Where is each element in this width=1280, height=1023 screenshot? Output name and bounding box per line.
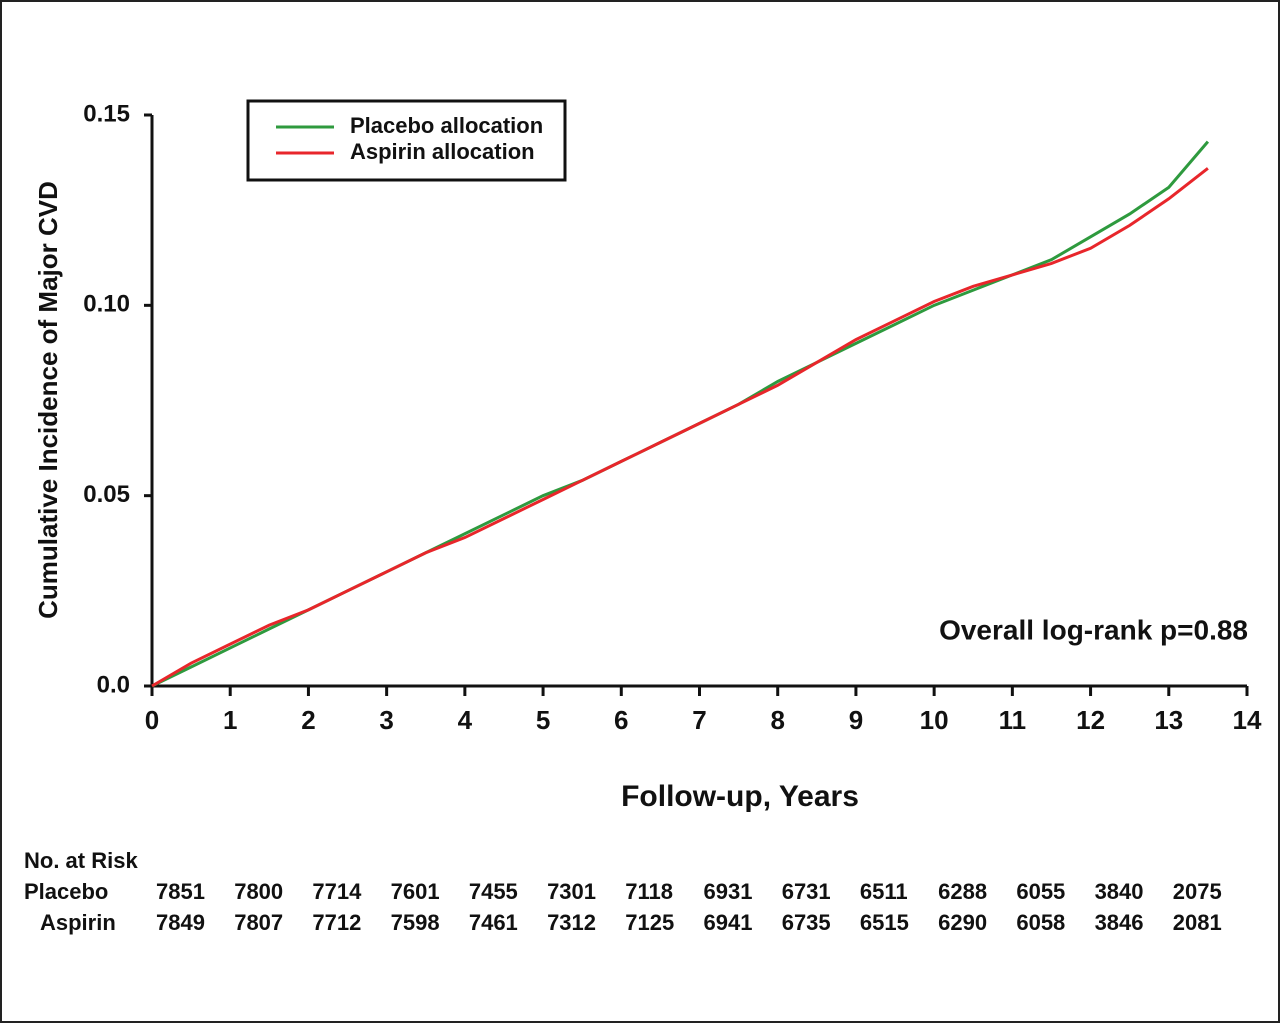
risk-value: 6058 bbox=[1016, 910, 1065, 935]
risk-value: 7851 bbox=[156, 879, 205, 904]
risk-value: 6511 bbox=[860, 879, 908, 904]
x-tick-label: 14 bbox=[1233, 705, 1262, 735]
x-tick-label: 5 bbox=[536, 705, 550, 735]
risk-value: 7312 bbox=[547, 910, 596, 935]
risk-value: 3840 bbox=[1095, 879, 1144, 904]
y-tick-label: 0.15 bbox=[83, 100, 130, 127]
risk-value: 6941 bbox=[704, 910, 753, 935]
risk-value: 6055 bbox=[1016, 879, 1065, 904]
x-tick-label: 10 bbox=[920, 705, 949, 735]
risk-value: 7455 bbox=[469, 879, 518, 904]
risk-value: 7118 bbox=[625, 879, 673, 904]
risk-value: 6290 bbox=[938, 910, 987, 935]
x-tick-label: 6 bbox=[614, 705, 628, 735]
legend-label: Aspirin allocation bbox=[350, 139, 535, 164]
risk-value: 7849 bbox=[156, 910, 205, 935]
risk-row-label: Aspirin bbox=[40, 910, 116, 935]
x-tick-label: 8 bbox=[770, 705, 784, 735]
risk-value: 6288 bbox=[938, 879, 987, 904]
risk-value: 3846 bbox=[1095, 910, 1144, 935]
risk-value: 7301 bbox=[547, 879, 596, 904]
risk-value: 7712 bbox=[312, 910, 361, 935]
risk-value: 2081 bbox=[1173, 910, 1222, 935]
risk-value: 6731 bbox=[782, 879, 831, 904]
x-tick-label: 1 bbox=[223, 705, 237, 735]
annotation: Overall log-rank p=0.88 bbox=[939, 614, 1248, 645]
risk-value: 7807 bbox=[234, 910, 283, 935]
x-tick-label: 3 bbox=[379, 705, 393, 735]
y-tick-label: 0.10 bbox=[83, 291, 130, 318]
series-line bbox=[151, 167, 1209, 688]
risk-value: 6515 bbox=[860, 910, 909, 935]
y-tick-label: 0.05 bbox=[83, 481, 130, 508]
x-tick-label: 9 bbox=[849, 705, 863, 735]
y-axis-label: Cumulative Incidence of Major CVD bbox=[33, 181, 63, 619]
risk-table-title: No. at Risk bbox=[24, 848, 138, 873]
legend-label: Placebo allocation bbox=[350, 113, 543, 138]
risk-value: 7461 bbox=[469, 910, 518, 935]
legend-box bbox=[246, 99, 567, 182]
x-axis-label: Follow-up, Years bbox=[621, 780, 859, 813]
x-tick-label: 4 bbox=[458, 705, 473, 735]
x-tick-label: 13 bbox=[1154, 705, 1183, 735]
x-tick-label: 11 bbox=[999, 705, 1027, 735]
x-tick-label: 7 bbox=[692, 705, 706, 735]
risk-value: 7598 bbox=[391, 910, 440, 935]
risk-value: 7601 bbox=[391, 879, 440, 904]
risk-value: 6735 bbox=[782, 910, 831, 935]
y-tick-label: 0.0 bbox=[97, 671, 130, 698]
x-tick-label: 12 bbox=[1076, 705, 1105, 735]
risk-value: 6931 bbox=[704, 879, 753, 904]
risk-value: 7125 bbox=[625, 910, 674, 935]
risk-value: 7800 bbox=[234, 879, 283, 904]
risk-value: 7714 bbox=[312, 879, 362, 904]
risk-value: 2075 bbox=[1173, 879, 1222, 904]
risk-row-label: Placebo bbox=[24, 879, 108, 904]
x-tick-label: 0 bbox=[145, 705, 159, 735]
x-tick-label: 2 bbox=[301, 705, 315, 735]
